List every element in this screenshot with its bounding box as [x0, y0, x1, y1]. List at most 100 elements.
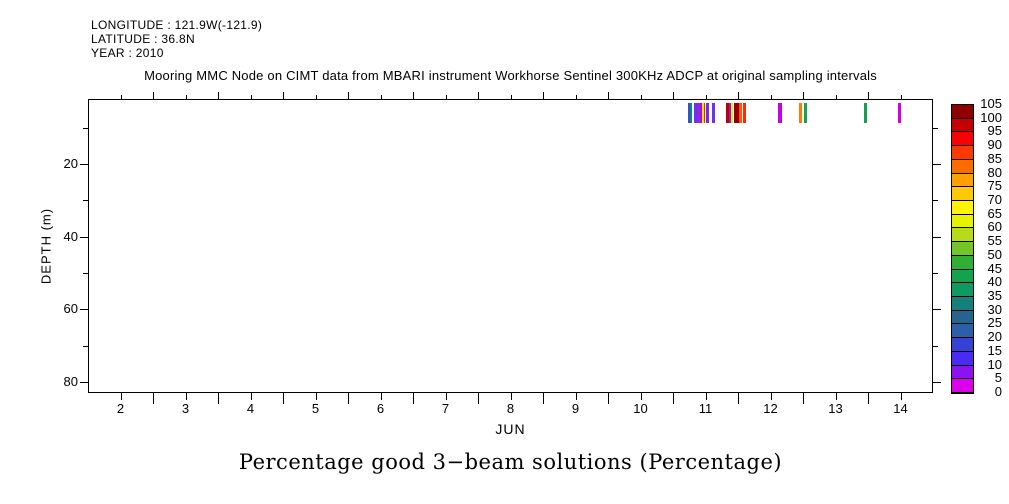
y-minor-tick: [933, 200, 938, 202]
x-major-tick: [478, 92, 479, 99]
data-mark: [688, 103, 691, 123]
x-tick-label: 6: [376, 401, 385, 416]
colorbar-cell: [952, 228, 973, 241]
y-tick-label: 60: [63, 301, 78, 317]
colorbar-tick-label: 75: [987, 178, 1002, 194]
x-major-tick: [543, 92, 544, 99]
x-minor-tick: [120, 95, 122, 99]
x-minor-tick: [445, 95, 447, 99]
header-info: LONGITUDE : 121.9W(-121.9) LATITUDE : 36…: [91, 18, 262, 60]
x-minor-tick: [380, 95, 382, 99]
colorbar-cell: [952, 174, 973, 186]
x-major-tick: [413, 393, 414, 404]
colorbar-cell: [952, 132, 973, 145]
y-minor-tick: [83, 273, 88, 274]
x-tick-label: 13: [828, 401, 843, 416]
data-mark: [702, 103, 704, 123]
colorbar-cell: [952, 324, 973, 337]
colorbar-cell: [952, 119, 973, 131]
x-major-tick: [478, 393, 479, 404]
x-minor-tick: [640, 95, 642, 99]
data-mark: [864, 103, 867, 123]
colorbar-cell: [952, 270, 973, 282]
x-minor-tick: [380, 393, 382, 400]
x-minor-tick: [900, 393, 902, 400]
y-major-tick: [933, 309, 941, 311]
x-tick-label: 12: [763, 401, 778, 416]
data-mark: [734, 103, 739, 123]
data-mark: [694, 103, 698, 123]
colorbar-tick-label: 100: [980, 109, 1002, 125]
colorbar-cell: [952, 146, 973, 159]
colorbar-cell: [952, 187, 973, 200]
x-minor-tick: [640, 393, 642, 400]
data-mark: [690, 103, 692, 123]
colorbar-cell: [952, 105, 973, 118]
x-minor-tick: [315, 393, 317, 400]
colorbar-tick-label: 45: [987, 260, 1002, 276]
colorbar-tick-label: 55: [987, 233, 1002, 249]
x-tick-label: 10: [633, 401, 648, 416]
x-major-tick: [673, 92, 674, 99]
x-major-tick: [153, 393, 154, 404]
x-major-tick: [543, 393, 544, 404]
x-major-tick: [673, 393, 674, 404]
colorbar-tick-label: 80: [987, 164, 1002, 180]
colorbar-cell: [952, 215, 973, 227]
data-mark: [898, 103, 901, 123]
colorbar-tick-label: 30: [987, 301, 1002, 317]
colorbar-tick-label: 95: [987, 123, 1002, 139]
colorbar-tick-label: 0: [994, 384, 1002, 399]
x-major-tick: [868, 393, 869, 404]
y-minor-tick: [933, 345, 938, 347]
colorbar-tick-label: 60: [987, 219, 1002, 235]
latitude-text: LATITUDE : 36.8N: [91, 32, 195, 46]
y-major-tick: [933, 164, 941, 165]
y-tick-label: 20: [63, 156, 78, 171]
y-minor-tick: [933, 127, 938, 129]
x-minor-tick: [510, 393, 512, 400]
colorbar-tick-label: 10: [987, 356, 1002, 372]
colorbar-tick-label: 20: [987, 329, 1002, 345]
x-major-tick: [218, 393, 219, 404]
x-minor-tick: [575, 95, 577, 99]
x-tick-label: 8: [506, 401, 515, 416]
x-minor-tick: [250, 393, 252, 400]
x-minor-tick: [185, 393, 187, 400]
y-minor-tick: [83, 200, 88, 202]
x-major-tick: [413, 92, 414, 99]
x-major-tick: [153, 92, 154, 99]
colorbar-tick-label: 90: [987, 137, 1002, 153]
y-major-tick: [80, 236, 88, 238]
x-tick-label: 4: [246, 401, 255, 416]
x-tick-label: 14: [893, 401, 908, 416]
y-major-tick: [933, 236, 941, 238]
colorbar-cell: [952, 338, 973, 351]
colorbar-tick-label: 105: [980, 96, 1002, 111]
y-major-tick: [933, 382, 941, 383]
colorbar-cell: [952, 242, 973, 255]
colorbar-cell: [952, 297, 973, 310]
colorbar-cell: [952, 201, 973, 214]
data-mark: [778, 103, 782, 123]
y-major-tick: [80, 382, 88, 383]
x-tick-label: 5: [311, 401, 320, 416]
x-major-tick: [608, 393, 609, 404]
data-mark: [739, 103, 742, 123]
colorbar-tick-label: 15: [987, 342, 1002, 358]
x-tick-label: 2: [116, 401, 125, 416]
x-axis-title: JUN: [495, 421, 526, 437]
y-minor-tick: [933, 273, 938, 274]
colorbar-tick-label: 5: [994, 370, 1002, 386]
data-mark: [726, 103, 729, 123]
x-minor-tick: [575, 393, 577, 400]
data-mark: [698, 103, 700, 123]
y-minor-tick: [83, 345, 88, 347]
y-major-tick: [80, 164, 88, 165]
data-mark: [743, 103, 746, 123]
x-major-tick: [608, 92, 609, 99]
year-text: YEAR : 2010: [91, 46, 164, 60]
colorbar-cell: [952, 311, 973, 323]
colorbar-cell: [952, 366, 973, 378]
